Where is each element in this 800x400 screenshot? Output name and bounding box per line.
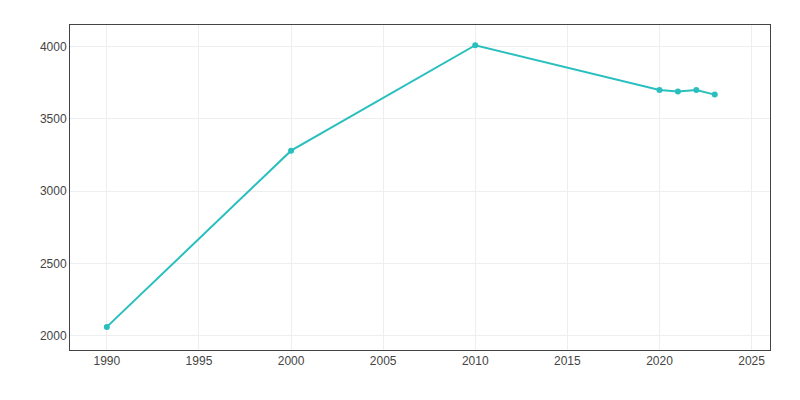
svg-text:2000: 2000 xyxy=(278,354,305,368)
svg-text:3500: 3500 xyxy=(40,112,67,126)
svg-text:1990: 1990 xyxy=(93,354,120,368)
svg-text:2000: 2000 xyxy=(40,329,67,343)
svg-text:2015: 2015 xyxy=(554,354,581,368)
svg-text:2500: 2500 xyxy=(40,257,67,271)
svg-text:2005: 2005 xyxy=(370,354,397,368)
svg-text:2020: 2020 xyxy=(646,354,673,368)
svg-text:3000: 3000 xyxy=(40,184,67,198)
svg-text:1995: 1995 xyxy=(186,354,213,368)
svg-text:2010: 2010 xyxy=(462,354,489,368)
svg-text:2025: 2025 xyxy=(738,354,765,368)
svg-text:4000: 4000 xyxy=(40,40,67,54)
